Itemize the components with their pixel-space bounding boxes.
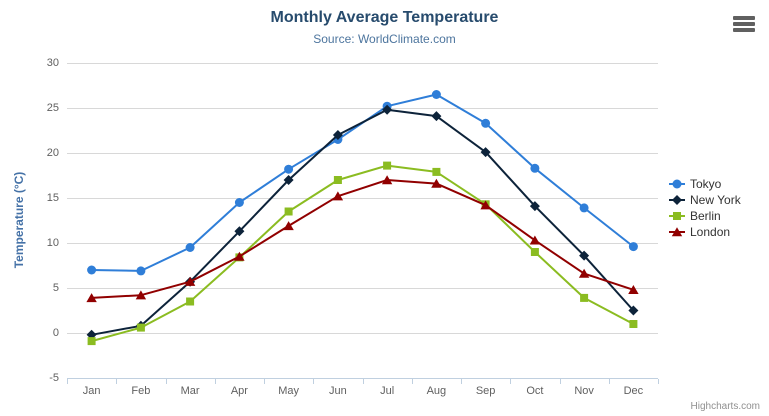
point-new-york-jul[interactable] [382,104,393,115]
legend-symbol-new-york [669,195,685,205]
point-tokyo-sep[interactable] [481,118,491,128]
series-tokyo[interactable] [87,90,638,276]
legend-symbol-london [669,227,685,237]
point-new-york-aug[interactable] [431,111,442,122]
y-tick-label: 20 [46,147,59,159]
point-tokyo-feb[interactable] [136,266,146,276]
point-tokyo-aug[interactable] [431,90,441,99]
legend-symbol-tokyo [669,179,685,189]
point-london-jun[interactable] [332,191,344,201]
x-tick-label-feb: Feb [131,385,151,397]
point-new-york-sep[interactable] [480,147,491,158]
legend-label-berlin: Berlin [690,209,721,223]
point-london-nov[interactable] [578,268,590,278]
chart-context-menu-button[interactable] [731,14,757,34]
point-berlin-dec[interactable] [629,320,638,328]
legend-symbol-berlin [669,212,685,220]
x-tick-label-jan: Jan [82,385,101,397]
point-berlin-jan[interactable] [87,337,96,346]
x-tick-label-mar: Mar [180,385,200,397]
point-london-aug[interactable] [431,178,442,188]
legend-item-london[interactable]: London [669,224,741,240]
x-tick-label-oct: Oct [526,385,544,397]
point-london-jul[interactable] [381,175,393,185]
point-tokyo-nov[interactable] [579,203,589,213]
point-berlin-mar[interactable] [186,297,195,306]
legend-marker-new-york [672,195,682,205]
point-london-apr[interactable] [234,251,245,261]
point-tokyo-mar[interactable] [185,243,195,252]
point-new-york-apr[interactable] [234,226,245,237]
legend-item-tokyo[interactable]: Tokyo [669,176,741,192]
point-tokyo-jan[interactable] [87,265,97,275]
chart-title: Monthly Average Temperature [270,9,499,26]
point-new-york-oct[interactable] [529,201,540,212]
point-tokyo-apr[interactable] [234,198,244,207]
point-new-york-nov[interactable] [579,250,590,261]
point-london-dec[interactable] [628,285,639,294]
y-tick-label: -5 [49,372,59,384]
point-berlin-jun[interactable] [333,176,342,184]
point-london-may[interactable] [283,221,294,231]
point-tokyo-dec[interactable] [628,242,638,252]
point-tokyo-oct[interactable] [530,163,540,173]
legend-label-london: London [690,225,731,239]
point-berlin-feb[interactable] [136,323,145,332]
x-tick-label-sep: Sep [475,385,496,397]
y-tick-label: 30 [46,57,59,69]
point-london-oct[interactable] [529,235,541,245]
credits-link[interactable]: Highcharts.com [690,401,760,412]
legend-item-new-york[interactable]: New York [669,192,741,208]
legend-label-new-york: New York [690,193,741,207]
point-new-york-may[interactable] [283,175,294,185]
point-berlin-jul[interactable] [383,161,392,170]
point-new-york-dec[interactable] [628,305,639,316]
chart-subtitle: Source: WorldClimate.com [313,32,456,46]
legend: Tokyo New York Berlin London [669,176,741,240]
y-tick-label: 15 [46,192,59,204]
point-berlin-aug[interactable] [432,167,441,176]
gridlines [67,63,658,379]
x-axis [67,378,659,384]
point-berlin-may[interactable] [284,207,293,216]
x-tick-label-jun: Jun [329,385,347,397]
point-new-york-jun[interactable] [332,130,343,140]
point-london-mar[interactable] [184,276,196,286]
point-london-sep[interactable] [480,200,491,210]
point-tokyo-may[interactable] [284,164,294,174]
series-london[interactable] [86,175,639,303]
x-tick-label-may: May [278,385,300,397]
y-tick-label: 0 [52,327,59,339]
y-tick-label: 10 [46,237,59,249]
point-london-feb[interactable] [135,290,147,300]
legend-item-berlin[interactable]: Berlin [669,208,741,224]
hamburger-icon [731,16,757,32]
point-berlin-nov[interactable] [580,293,589,302]
x-tick-label-dec: Dec [623,385,644,397]
legend-marker-berlin [673,212,681,220]
series-new-york[interactable] [86,104,639,340]
legend-marker-tokyo [672,179,682,189]
point-berlin-oct[interactable] [530,248,539,256]
legend-label-tokyo: Tokyo [690,177,722,191]
x-tick-label-apr: Apr [230,385,248,397]
legend-marker-london [671,227,683,237]
x-tick-label-nov: Nov [574,385,594,397]
x-tick-label-aug: Aug [426,385,447,397]
y-tick-label: 5 [52,282,59,294]
point-london-jan[interactable] [86,293,97,303]
y-axis-title: Temperature (°C) [12,171,26,269]
y-tick-label: 25 [46,102,59,114]
x-tick-label-jul: Jul [380,385,395,397]
